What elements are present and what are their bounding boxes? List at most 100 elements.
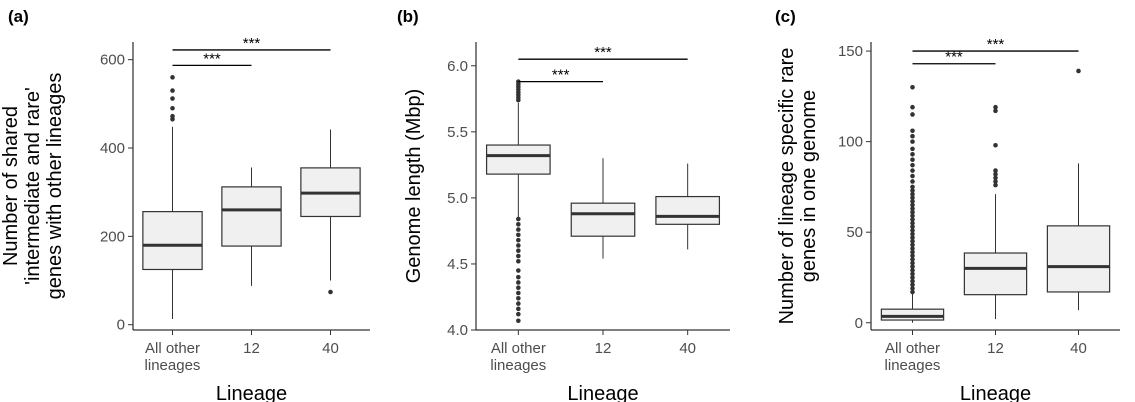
outlier-point: [993, 171, 998, 177]
outlier-point: [993, 175, 998, 181]
y-tick-label: 0: [117, 317, 125, 334]
box-iqr: [963, 252, 1028, 296]
box-1: [570, 158, 636, 259]
y-tick-label: 5.0: [447, 190, 468, 207]
outlier-point: [910, 282, 915, 288]
outlier-point: [516, 237, 521, 243]
outlier-point: [910, 209, 915, 215]
outlier-point: [993, 108, 998, 114]
outlier-point: [170, 75, 175, 80]
outlier-point: [328, 289, 333, 295]
box-1: [221, 167, 282, 286]
box-1: [963, 104, 1028, 320]
outlier-point: [516, 274, 521, 280]
outlier-point: [1076, 68, 1081, 74]
outlier-point: [910, 286, 915, 291]
y-tick-label: 50: [846, 224, 863, 241]
outlier-point: [910, 231, 915, 237]
box-2: [1046, 68, 1111, 311]
outlier-point: [910, 242, 915, 248]
outlier-point: [910, 104, 915, 110]
outlier-point: [910, 191, 915, 197]
y-axis-title: Number of shared'intermediate and rare'g…: [0, 73, 66, 300]
outlier-point: [993, 168, 998, 173]
significance-label: ***: [243, 35, 261, 52]
outlier-point: [910, 146, 915, 152]
outlier-point: [516, 259, 521, 264]
outlier-point: [516, 290, 521, 296]
outlier-point: [516, 248, 521, 254]
x-tick-label: All other lineages: [885, 340, 941, 374]
outlier-point: [910, 271, 915, 277]
outlier-point: [910, 173, 915, 179]
outlier-point: [910, 195, 915, 201]
y-axis-title: Number of lineage specific raregenes in …: [776, 48, 820, 325]
significance-label: ***: [552, 67, 570, 84]
outlier-point: [910, 260, 915, 266]
box-0: [142, 75, 203, 319]
outlier-point: [910, 139, 915, 144]
outlier-point: [910, 278, 915, 284]
panel-a: (a) 0 200 400 600 All other lineages 12 40 Lineag…: [0, 7, 370, 402]
outlier-point: [170, 88, 175, 93]
y-tick-label: 4.0: [447, 322, 468, 339]
outlier-point: [910, 168, 915, 173]
outlier-point: [910, 267, 915, 273]
outlier-point: [910, 289, 915, 295]
panel-label: (a): [8, 7, 29, 26]
outlier-point: [910, 157, 915, 163]
x-tick-label: 40: [679, 340, 696, 357]
outlier-point: [910, 179, 915, 184]
box-iqr: [655, 195, 721, 225]
x-tick-label: 12: [987, 340, 1004, 357]
box-2: [655, 163, 721, 250]
y-tick-label: 400: [100, 140, 125, 157]
box-2: [300, 129, 361, 295]
outlier-point: [910, 235, 915, 240]
outlier-point: [516, 318, 521, 324]
outlier-point: [910, 84, 915, 90]
outlier-point: [910, 206, 915, 211]
outlier-point: [516, 222, 521, 227]
box-iqr: [1046, 225, 1111, 293]
x-tick-label: 12: [595, 340, 612, 357]
outlier-point: [910, 257, 915, 262]
significance-label: ***: [945, 49, 963, 66]
outlier-point: [516, 243, 521, 248]
outlier-point: [910, 202, 915, 208]
significance-label: ***: [987, 36, 1005, 53]
y-tick-label: 150: [838, 43, 863, 60]
outlier-point: [993, 104, 998, 110]
outlier-point: [910, 133, 915, 139]
outlier-point: [516, 301, 521, 306]
outlier-point: [516, 253, 521, 259]
y-tick-label: 100: [838, 134, 863, 151]
outlier-point: [516, 295, 521, 301]
outlier-point: [910, 224, 915, 230]
outlier-point: [993, 142, 998, 148]
outlier-point: [910, 264, 915, 269]
outlier-point: [910, 275, 915, 280]
outlier-point: [516, 268, 521, 273]
outlier-point: [516, 216, 521, 222]
y-tick-label: 6.0: [447, 58, 468, 75]
x-tick-label: All other lineages: [490, 340, 546, 374]
y-tick-label: 600: [100, 52, 125, 69]
panel-b: (b) 4.0 4.5 5.0 5.5 6.0 All other lineages 12 40 L…: [397, 7, 730, 402]
outlier-point: [993, 179, 998, 184]
outlier-point: [910, 253, 915, 259]
x-axis-title: Lineage: [216, 383, 287, 402]
outlier-point: [910, 220, 915, 226]
outlier-point: [910, 217, 915, 222]
x-tick-label: 40: [1070, 340, 1087, 357]
outlier-point: [910, 246, 915, 251]
outlier-point: [170, 96, 175, 101]
significance-label: ***: [203, 50, 221, 67]
x-axis-title: Lineage: [567, 383, 638, 402]
outlier-point: [910, 228, 915, 233]
outlier-point: [910, 238, 915, 244]
outlier-point: [910, 152, 915, 157]
x-axis-title: Lineage: [960, 383, 1031, 402]
outlier-point: [910, 188, 915, 193]
